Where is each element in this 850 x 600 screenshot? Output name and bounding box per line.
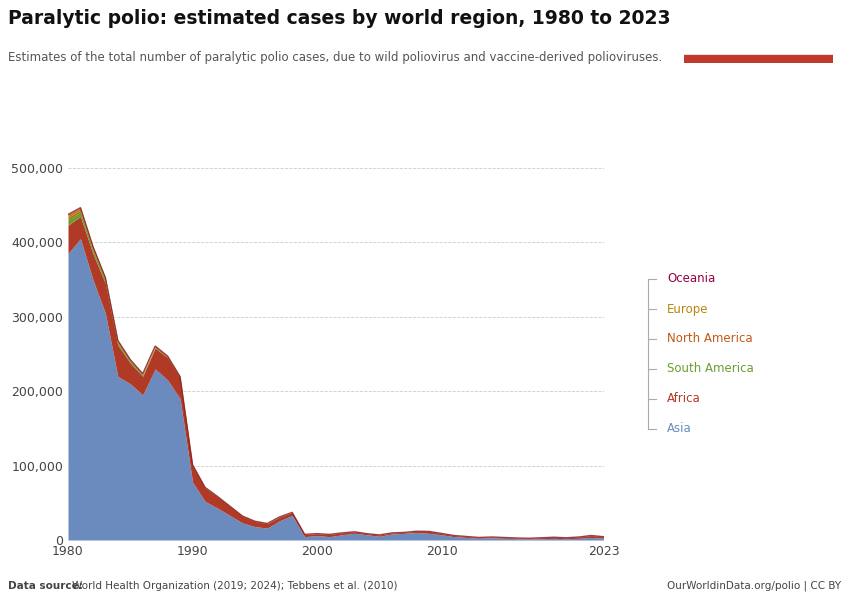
Text: Africa: Africa bbox=[667, 392, 701, 406]
Text: Data source:: Data source: bbox=[8, 581, 87, 591]
Text: Europe: Europe bbox=[667, 302, 709, 316]
Text: North America: North America bbox=[667, 332, 753, 346]
Text: Oceania: Oceania bbox=[667, 272, 716, 286]
Text: Estimates of the total number of paralytic polio cases, due to wild poliovirus a: Estimates of the total number of paralyt… bbox=[8, 51, 663, 64]
Text: Paralytic polio: estimated cases by world region, 1980 to 2023: Paralytic polio: estimated cases by worl… bbox=[8, 9, 672, 28]
Text: in Data: in Data bbox=[734, 37, 784, 49]
Text: OurWorldinData.org/polio | CC BY: OurWorldinData.org/polio | CC BY bbox=[667, 581, 842, 591]
Text: Our World: Our World bbox=[723, 19, 794, 31]
Text: South America: South America bbox=[667, 362, 754, 376]
Bar bbox=[684, 55, 833, 63]
Text: World Health Organization (2019; 2024); Tebbens et al. (2010): World Health Organization (2019; 2024); … bbox=[72, 581, 398, 591]
Text: Asia: Asia bbox=[667, 422, 692, 436]
